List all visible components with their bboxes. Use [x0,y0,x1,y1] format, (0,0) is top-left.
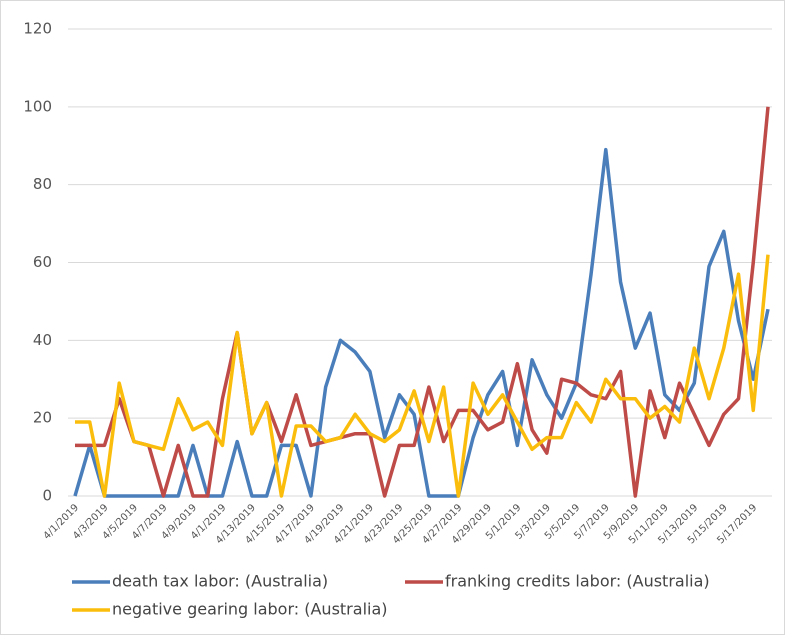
y-tick-label: 40 [33,331,52,349]
legend-label: death tax labor: (Australia) [112,572,328,591]
legend-label: franking credits labor: (Australia) [445,572,710,591]
series-line [75,254,770,498]
y-tick-label: 20 [33,409,52,427]
y-tick-label: 60 [33,253,52,271]
series-line [73,147,770,498]
y-tick-label: 80 [33,175,52,193]
y-tick-label: 0 [42,487,52,505]
y-tick-label: 100 [23,97,52,115]
y-tick-label: 120 [23,20,52,38]
legend-label: negative gearing labor: (Australia) [112,600,388,619]
